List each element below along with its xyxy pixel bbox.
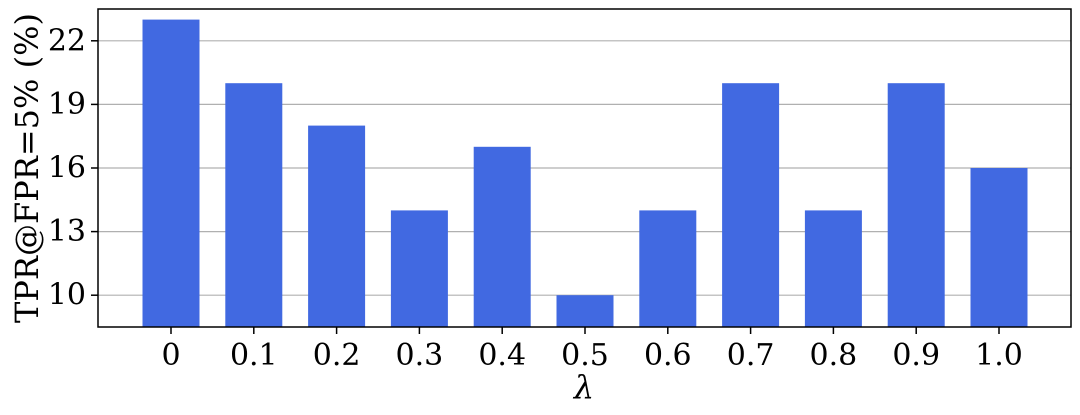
bar-0.9: [887, 83, 945, 327]
y-axis-ticks: 10 13 16 19 22: [48, 23, 98, 313]
x-tick-label: 0.1: [230, 338, 278, 373]
x-tick-label: 0.3: [396, 338, 444, 373]
bar-0.5: [556, 295, 614, 327]
y-tick-label: 16: [48, 151, 86, 186]
y-tick-label: 19: [48, 87, 86, 122]
x-axis-ticks: 0 0.1 0.2 0.3 0.4 0.5 0.6 0.7 0.8 0.9 1.0: [161, 327, 1023, 373]
y-tick-label: 10: [48, 278, 86, 313]
x-tick-label: 0.8: [810, 338, 858, 373]
x-tick-label: 1.0: [975, 338, 1023, 373]
x-tick-label: 0.7: [727, 338, 775, 373]
y-tick-label: 22: [48, 23, 86, 58]
x-tick-label: 0.2: [313, 338, 361, 373]
bar-0.8: [804, 210, 862, 327]
bar-0: [142, 19, 200, 327]
x-tick-label: 0.9: [892, 338, 940, 373]
x-axis-label: λ: [572, 368, 594, 406]
bar-1.0: [970, 168, 1028, 327]
bar-0.3: [390, 210, 448, 327]
y-tick-label: 13: [48, 214, 86, 249]
bars: [142, 19, 1028, 327]
bar-0.2: [308, 125, 366, 327]
bar-0.4: [473, 146, 531, 327]
bar-0.7: [722, 83, 780, 327]
x-tick-label: 0: [161, 338, 180, 373]
x-tick-label: 0.5: [561, 338, 609, 373]
x-tick-label: 0.6: [644, 338, 692, 373]
y-axis-label: TPR@FPR=5% (%): [8, 13, 46, 323]
bar-0.6: [639, 210, 697, 327]
bar-0.1: [225, 83, 283, 327]
x-tick-label: 0.4: [478, 338, 526, 373]
